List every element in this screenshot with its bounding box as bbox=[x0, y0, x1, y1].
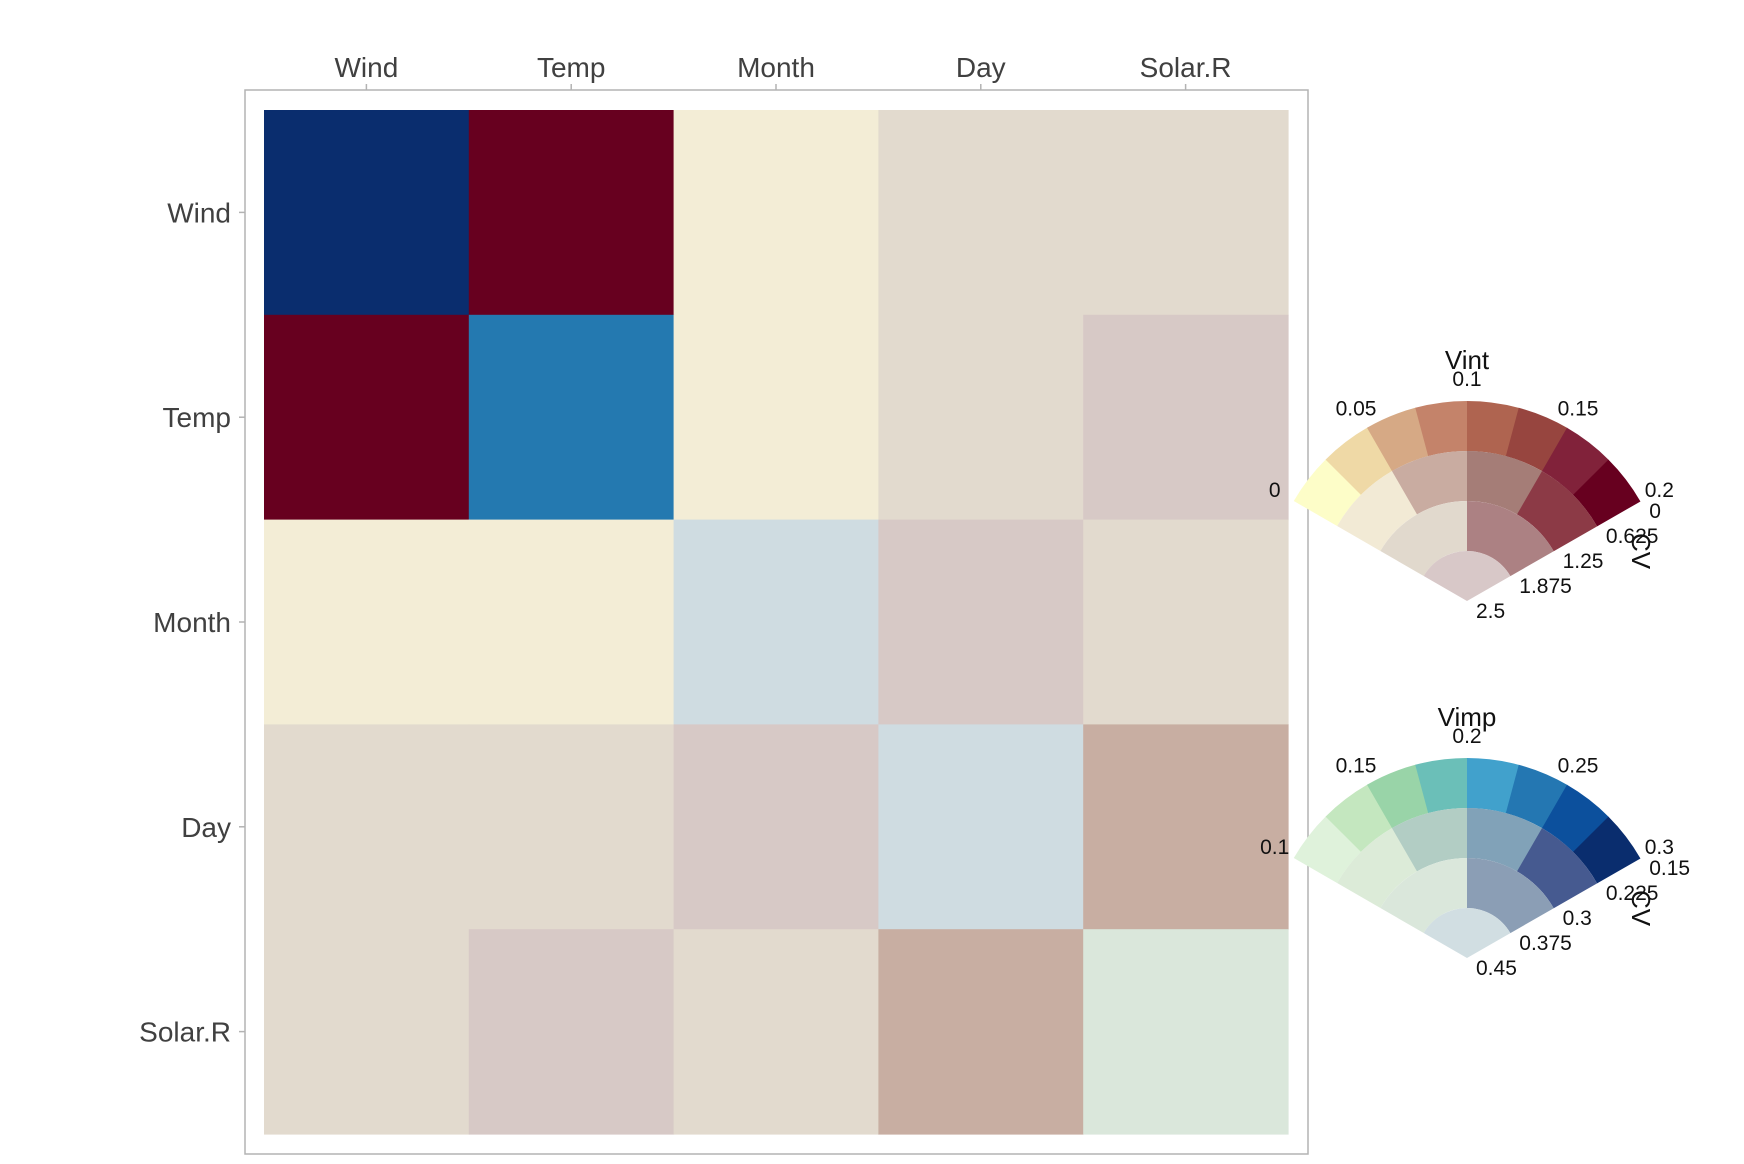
legend-vint-value-tick-2: 0.1 bbox=[1452, 368, 1481, 391]
legend-vint-swatch-r1-s2 bbox=[1467, 451, 1543, 515]
legend-vimp-swatch-r0-s5 bbox=[1505, 764, 1568, 829]
y-tick-label-temp: Temp bbox=[163, 402, 231, 433]
legend-vint-swatch-r0-s4 bbox=[1467, 401, 1520, 457]
x-tick-label-wind: Wind bbox=[335, 52, 399, 83]
y-tick-label-day: Day bbox=[181, 812, 231, 843]
heatmap-cell-month-solar-r bbox=[1083, 519, 1289, 725]
heatmap-cell-month-day bbox=[878, 519, 1084, 725]
heatmap-cell-wind-wind bbox=[264, 110, 470, 316]
y-tick-label-wind: Wind bbox=[167, 197, 231, 228]
legend-vint-cv-tick-0: 0 bbox=[1649, 500, 1661, 523]
heatmap-cell-day-day bbox=[878, 724, 1084, 930]
legend-vimp-swatch-r0-s6 bbox=[1542, 784, 1609, 853]
legend-vimp-title: Vimp bbox=[1438, 702, 1497, 732]
legend-vint-cv-tick-2: 1.25 bbox=[1563, 550, 1604, 573]
legend-vint-title: Vint bbox=[1445, 345, 1490, 375]
legend-vint-value-tick-4: 0.2 bbox=[1645, 479, 1674, 502]
heatmap-cells bbox=[264, 110, 1289, 1135]
heatmap-cell-solar-r-month bbox=[673, 929, 879, 1135]
y-tick-label-month: Month bbox=[153, 607, 231, 638]
heatmap-cell-wind-solar-r bbox=[1083, 110, 1289, 316]
legend-vimp-swatch-r3-s0 bbox=[1423, 907, 1511, 958]
legend-vimp-swatch-r1-s2 bbox=[1467, 807, 1543, 872]
legend-vimp-value-tick-3: 0.25 bbox=[1558, 755, 1599, 778]
heatmap-cell-temp-temp bbox=[468, 314, 675, 521]
legend-vimp-value-tick-2: 0.2 bbox=[1452, 725, 1481, 748]
heatmap-cell-day-month bbox=[673, 724, 879, 930]
legend-vimp-swatch-r0-s4 bbox=[1467, 758, 1520, 814]
legend-vint-swatch-r1-s3 bbox=[1517, 471, 1598, 552]
legend-vint-swatch-r3-s0 bbox=[1423, 550, 1511, 601]
legend-vint-swatch-r0-s3 bbox=[1415, 400, 1468, 457]
legend-vint-swatch-r0-s2 bbox=[1367, 407, 1429, 472]
legend-vint-swatch-r2-s0 bbox=[1380, 500, 1468, 576]
legend-vint-swatch-r0-s1 bbox=[1325, 427, 1393, 495]
heatmap-cell-solar-r-day bbox=[878, 929, 1084, 1135]
legend-vimp: Vimp0.10.150.20.250.30.150.2250.30.3750.… bbox=[1260, 702, 1690, 980]
legend-vimp-axis-title: CV bbox=[1626, 890, 1656, 927]
legend-vimp-cv-tick-3: 0.375 bbox=[1519, 932, 1572, 955]
legend-vint-value-tick-0: 0 bbox=[1269, 479, 1281, 502]
x-tick-label-day: Day bbox=[956, 52, 1006, 83]
legend-vint-swatch-r0-s5 bbox=[1505, 407, 1568, 472]
y-axis-left: Wind Temp Month Day Solar.R bbox=[139, 197, 245, 1048]
legend-vimp-swatch-r0-s0 bbox=[1293, 816, 1362, 883]
legend-vimp-swatch-r1-s0 bbox=[1337, 827, 1418, 908]
legend-vimp-swatch-r0-s2 bbox=[1367, 764, 1429, 829]
x-tick-label-solar-r: Solar.R bbox=[1140, 52, 1232, 83]
legend-vimp-swatch-r2-s0 bbox=[1380, 857, 1468, 933]
legend-vint-swatch-r1-s1 bbox=[1392, 450, 1468, 515]
heatmap-cell-temp-wind bbox=[264, 314, 470, 521]
x-tick-label-month: Month bbox=[737, 52, 815, 83]
legend-vint-swatch-r0-s6 bbox=[1542, 427, 1609, 496]
legend-vimp-value-tick-1: 0.15 bbox=[1336, 755, 1377, 778]
x-tick-label-temp: Temp bbox=[537, 52, 605, 83]
legend-vint-cv-tick-3: 1.875 bbox=[1519, 575, 1572, 598]
heatmap-cell-day-solar-r bbox=[1083, 724, 1289, 930]
heatmap-cell-temp-day bbox=[878, 314, 1084, 521]
legend-vint-axis-title: CV bbox=[1626, 533, 1656, 570]
heatmap-cell-solar-r-wind bbox=[264, 929, 470, 1135]
heatmap-cell-month-month bbox=[673, 519, 879, 725]
heatmap-cell-temp-solar-r bbox=[1083, 314, 1289, 521]
heatmap-cell-wind-temp bbox=[468, 110, 675, 316]
legend-vimp-cv-tick-1: 0.225 bbox=[1606, 882, 1659, 905]
legend-vimp-swatch-r0-s3 bbox=[1415, 757, 1468, 814]
legend-vimp-swatch-r0-s1 bbox=[1325, 784, 1393, 852]
legend-vimp-cv-tick-4: 0.45 bbox=[1476, 957, 1517, 980]
legend-vint-swatch-r0-s7 bbox=[1573, 459, 1641, 527]
legends: Vint00.050.10.150.200.6251.251.8752.5CVV… bbox=[1260, 345, 1690, 980]
legend-vimp-value-tick-0: 0.1 bbox=[1260, 836, 1289, 859]
legend-vint-swatch-r0-s0 bbox=[1293, 459, 1362, 526]
legend-vimp-swatch-r1-s1 bbox=[1392, 807, 1468, 872]
legend-vimp-swatch-r2-s1 bbox=[1467, 858, 1554, 934]
legend-vint-value-tick-3: 0.15 bbox=[1558, 398, 1599, 421]
heatmap-cell-solar-r-solar-r bbox=[1083, 929, 1289, 1135]
heatmap-cell-day-temp bbox=[468, 724, 675, 930]
legend-vimp-cv-tick-2: 0.3 bbox=[1563, 907, 1592, 930]
legend-vint-swatch-r2-s1 bbox=[1467, 501, 1554, 577]
legend-vimp-swatch-r1-s3 bbox=[1517, 828, 1598, 909]
heatmap-cell-month-temp bbox=[468, 519, 675, 725]
legend-vint-cv-tick-4: 2.5 bbox=[1476, 600, 1505, 623]
x-axis-top: Wind Temp Month Day Solar.R bbox=[335, 52, 1232, 90]
legend-vint-cv-tick-1: 0.625 bbox=[1606, 525, 1659, 548]
legend-vint-swatch-r1-s0 bbox=[1337, 470, 1418, 551]
legend-vimp-value-tick-4: 0.3 bbox=[1645, 836, 1674, 859]
legend-vimp-swatch-r0-s7 bbox=[1573, 816, 1641, 884]
heatmap-cell-temp-month bbox=[673, 314, 879, 521]
legend-vint-value-tick-1: 0.05 bbox=[1336, 398, 1377, 421]
y-tick-label-solar-r: Solar.R bbox=[139, 1017, 231, 1048]
heatmap-cell-wind-month bbox=[673, 110, 879, 316]
heatmap-cell-solar-r-temp bbox=[468, 929, 675, 1135]
heatmap-cell-day-wind bbox=[264, 724, 470, 930]
legend-vimp-cv-tick-0: 0.15 bbox=[1649, 857, 1690, 880]
heatmap-cell-wind-day bbox=[878, 110, 1084, 316]
heatmap-cell-month-wind bbox=[264, 519, 470, 725]
